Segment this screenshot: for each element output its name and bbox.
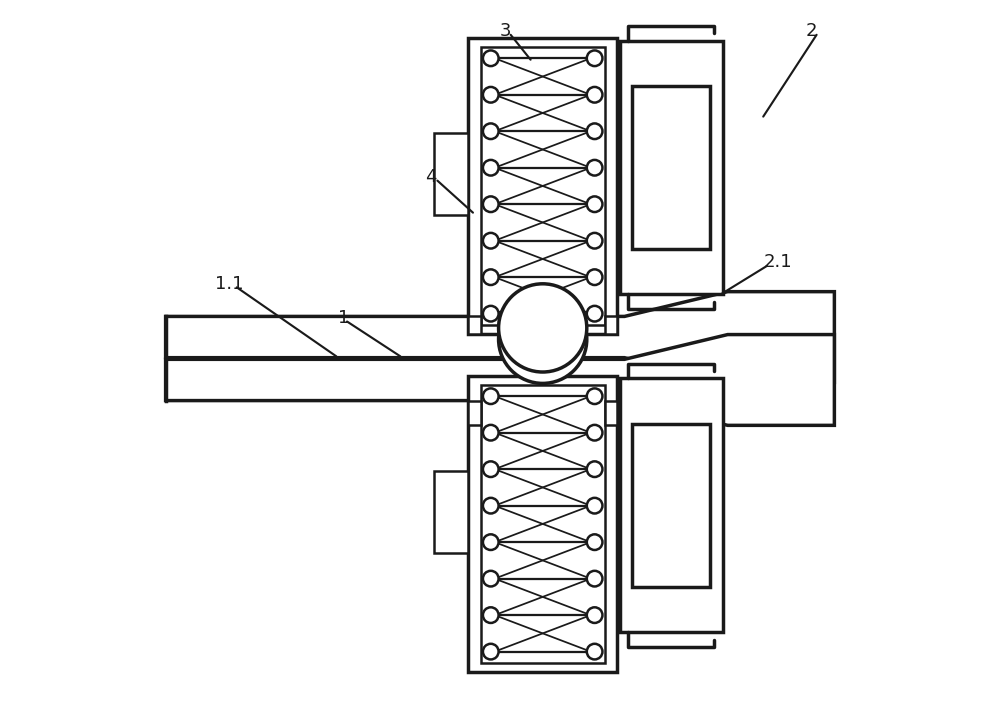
- Bar: [468, 376, 617, 672]
- Text: 3: 3: [500, 22, 512, 40]
- Bar: [434, 133, 468, 216]
- Circle shape: [587, 461, 602, 477]
- Text: 2.1: 2.1: [763, 253, 792, 272]
- Bar: [620, 41, 723, 295]
- Circle shape: [483, 50, 499, 66]
- Circle shape: [483, 389, 499, 404]
- Circle shape: [499, 295, 587, 384]
- Polygon shape: [166, 288, 834, 382]
- Text: 1: 1: [338, 309, 349, 327]
- Circle shape: [483, 233, 499, 249]
- Text: 2: 2: [806, 22, 817, 40]
- Bar: [632, 86, 710, 249]
- Circle shape: [483, 160, 499, 176]
- Circle shape: [587, 607, 602, 623]
- Circle shape: [483, 498, 499, 513]
- Circle shape: [587, 498, 602, 513]
- Circle shape: [587, 644, 602, 660]
- Circle shape: [587, 389, 602, 404]
- Bar: [632, 424, 710, 587]
- Text: 1.1: 1.1: [215, 275, 244, 293]
- Text: 4: 4: [425, 168, 437, 186]
- Circle shape: [483, 123, 499, 139]
- Circle shape: [587, 534, 602, 550]
- Circle shape: [587, 425, 602, 440]
- Bar: [605, 401, 617, 425]
- Circle shape: [587, 306, 602, 321]
- Circle shape: [483, 607, 499, 623]
- Circle shape: [483, 87, 499, 103]
- Circle shape: [483, 461, 499, 477]
- Bar: [468, 401, 481, 425]
- Circle shape: [499, 284, 587, 372]
- Bar: [434, 471, 468, 554]
- Circle shape: [587, 270, 602, 285]
- Bar: [620, 379, 723, 632]
- Circle shape: [483, 425, 499, 440]
- Bar: [605, 316, 617, 333]
- Circle shape: [483, 644, 499, 660]
- Circle shape: [587, 50, 602, 66]
- Circle shape: [587, 123, 602, 139]
- Circle shape: [587, 160, 602, 176]
- Bar: [481, 385, 605, 663]
- Circle shape: [483, 196, 499, 212]
- Circle shape: [483, 534, 499, 550]
- Circle shape: [587, 196, 602, 212]
- Bar: [468, 316, 481, 333]
- Circle shape: [483, 306, 499, 321]
- Circle shape: [483, 571, 499, 587]
- Circle shape: [483, 270, 499, 285]
- Bar: [481, 47, 605, 325]
- Polygon shape: [166, 335, 834, 425]
- Circle shape: [587, 87, 602, 103]
- Circle shape: [587, 233, 602, 249]
- Bar: [468, 38, 617, 333]
- Circle shape: [587, 571, 602, 587]
